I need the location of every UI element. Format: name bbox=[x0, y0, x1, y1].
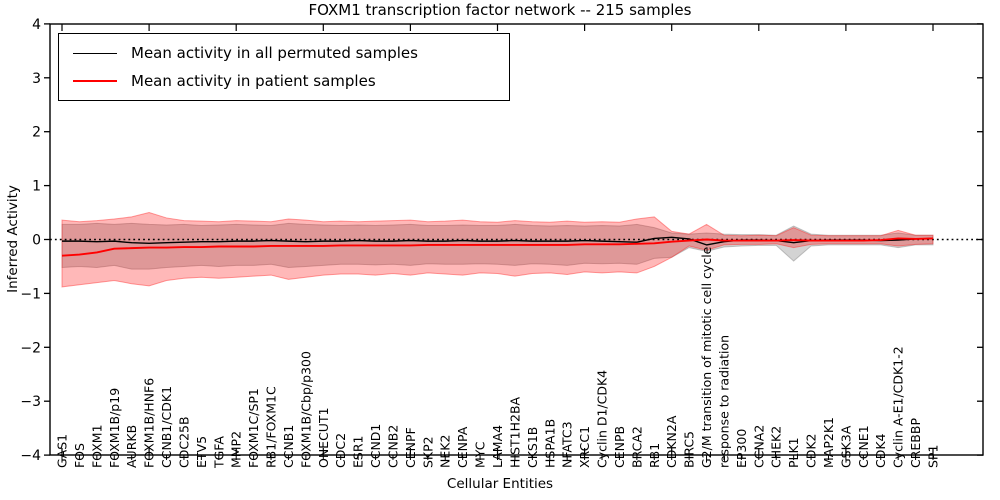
x-tick-label: FOXM1B/HNF6 bbox=[142, 378, 157, 468]
x-tick-label: FOXM1B/Cbp/p300 bbox=[298, 351, 313, 468]
x-tick-label: ETV5 bbox=[194, 436, 209, 468]
x-tick-label: SKP2 bbox=[420, 436, 435, 468]
legend-item-patient: Mean activity in patient samples bbox=[59, 72, 509, 90]
chart-title: FOXM1 transcription factor network -- 21… bbox=[308, 1, 692, 19]
permuted-mean-line bbox=[62, 236, 934, 246]
y-tick-label: 0 bbox=[32, 233, 41, 249]
x-tick-label: CCND1 bbox=[368, 424, 383, 468]
y-tick-label: −3 bbox=[20, 394, 41, 410]
x-tick-label: FOXM1C/SP1 bbox=[246, 388, 261, 468]
y-tick-label: 4 bbox=[32, 17, 41, 33]
x-tick-label: GSK3A bbox=[838, 425, 853, 468]
x-tick-label: CDKN2A bbox=[664, 415, 679, 468]
x-tick-label: CHEK2 bbox=[769, 426, 784, 468]
x-tick-label: NFATC3 bbox=[560, 421, 575, 468]
x-tick-label: AURKB bbox=[124, 425, 139, 468]
y-tick-label: 3 bbox=[32, 71, 41, 87]
x-tick-label: FOXM1 bbox=[89, 424, 104, 468]
x-axis-label: Cellular Entities bbox=[446, 476, 554, 492]
x-tick-label: EP300 bbox=[734, 429, 749, 468]
patient-band bbox=[61, 212, 934, 288]
y-tick-label: 1 bbox=[32, 179, 41, 195]
x-tick-label: NEK2 bbox=[438, 435, 453, 468]
x-tick-label: CENPB bbox=[612, 426, 627, 468]
patient-mean-line bbox=[61, 237, 934, 257]
x-tick-label: XRCC1 bbox=[577, 426, 592, 468]
x-tick-label: CREBBP bbox=[908, 418, 923, 468]
x-tick-label: CCNB1/CDK1 bbox=[159, 386, 174, 468]
x-tick-label: CCNB1 bbox=[281, 425, 296, 468]
y-axis-label: Inferred Activity bbox=[5, 185, 21, 293]
x-tick-label: CCNA2 bbox=[751, 425, 766, 468]
x-tick-label: G2/M transition of mitotic cell cycle bbox=[699, 246, 714, 468]
permuted-line-swatch bbox=[73, 52, 117, 54]
x-tick-label: RB1/FOXM1C bbox=[264, 386, 279, 468]
x-tick-label: CDK2 bbox=[804, 433, 819, 468]
permuted-band bbox=[61, 222, 934, 270]
x-tick-label: PLK1 bbox=[786, 437, 801, 468]
x-tick-label: BRCA2 bbox=[629, 426, 644, 468]
x-tick-label: CCNE1 bbox=[856, 425, 871, 468]
x-tick-label: BIRC5 bbox=[682, 431, 697, 468]
y-tick-label: −4 bbox=[20, 448, 41, 464]
x-tick-label: CDK4 bbox=[873, 433, 888, 468]
x-tick-label: LAMA4 bbox=[490, 425, 505, 468]
y-tick-label: −2 bbox=[20, 340, 41, 356]
x-tick-label: CDC25B bbox=[176, 416, 191, 468]
x-tick-label: response to radiation bbox=[716, 335, 731, 468]
legend-label: Mean activity in patient samples bbox=[131, 72, 376, 90]
x-tick-label: Cyclin D1/CDK4 bbox=[595, 370, 610, 468]
x-tick-label: TGFA bbox=[211, 436, 226, 469]
x-tick-label: Cyclin A-E1/CDK1-2 bbox=[891, 346, 906, 468]
x-tick-label: MAP2K1 bbox=[821, 417, 836, 468]
x-tick-label: CENPA bbox=[455, 426, 470, 468]
x-tick-label: CCNB2 bbox=[385, 425, 400, 468]
x-tick-label: ONECUT1 bbox=[316, 407, 331, 468]
patient-line-swatch bbox=[73, 80, 117, 82]
legend-item-permuted: Mean activity in all permuted samples bbox=[59, 44, 509, 62]
x-tick-label: HIST1H2BA bbox=[507, 396, 522, 468]
x-tick-label: FOXM1B/p19 bbox=[107, 388, 122, 468]
legend-label: Mean activity in all permuted samples bbox=[131, 44, 418, 62]
x-tick-label: CDC2 bbox=[333, 433, 348, 468]
x-tick-label: ESR1 bbox=[351, 436, 366, 468]
x-tick-label: CENPF bbox=[403, 427, 418, 468]
x-tick-label: CKS1B bbox=[525, 427, 540, 468]
y-tick-label: −1 bbox=[20, 286, 41, 302]
y-tick-label: 2 bbox=[32, 125, 41, 141]
x-tick-label: HSPA1B bbox=[542, 419, 557, 468]
legend: Mean activity in all permuted samples Me… bbox=[58, 33, 510, 101]
